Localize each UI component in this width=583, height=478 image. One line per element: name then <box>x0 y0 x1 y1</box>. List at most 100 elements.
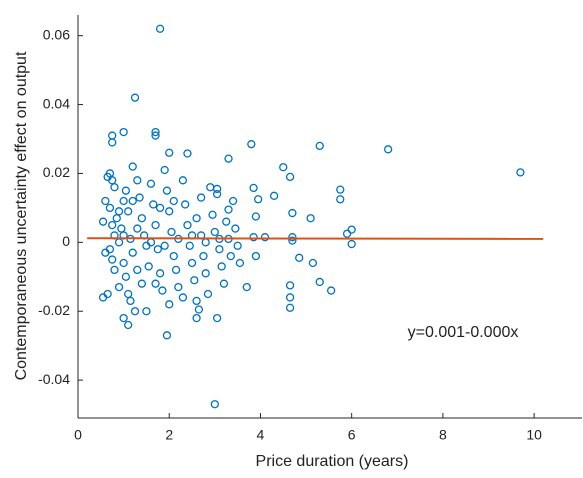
point <box>105 203 115 213</box>
point <box>169 196 178 206</box>
point <box>249 233 258 242</box>
point <box>206 183 215 192</box>
point <box>137 279 147 288</box>
point <box>260 233 270 242</box>
point <box>171 265 181 275</box>
fit-annotation: y=0.001-0.000x <box>408 324 519 341</box>
point <box>133 265 142 275</box>
point <box>142 307 151 316</box>
point <box>108 255 117 264</box>
point <box>285 281 295 290</box>
point <box>121 186 131 195</box>
point <box>151 127 160 137</box>
point <box>110 183 119 192</box>
point <box>295 253 304 262</box>
point <box>226 251 235 261</box>
point <box>119 313 128 323</box>
point <box>108 131 117 140</box>
point <box>194 305 204 314</box>
point <box>151 220 160 230</box>
point <box>210 400 219 409</box>
point <box>112 214 121 223</box>
point <box>190 276 199 285</box>
point <box>121 272 131 281</box>
point <box>124 207 133 216</box>
fit-line <box>87 237 544 240</box>
y-tick-label: 0.02 <box>43 164 70 180</box>
point <box>128 196 137 206</box>
point <box>315 141 324 151</box>
point <box>192 214 201 223</box>
point <box>133 224 142 233</box>
x-axis-label: Price duration (years) <box>256 453 409 470</box>
point <box>110 265 119 275</box>
point <box>192 296 201 306</box>
x-tick-label: 4 <box>257 427 265 443</box>
point <box>169 251 178 261</box>
point <box>242 282 251 292</box>
point <box>288 233 297 242</box>
point <box>101 196 110 206</box>
point <box>153 245 162 254</box>
point <box>160 241 169 250</box>
point <box>165 148 174 157</box>
point <box>347 225 356 234</box>
point <box>247 140 256 149</box>
point <box>128 162 137 171</box>
point <box>103 289 112 299</box>
point <box>285 303 295 312</box>
point <box>251 251 261 261</box>
point <box>174 282 183 292</box>
y-tick-label: -0.04 <box>38 371 70 387</box>
point <box>151 279 160 288</box>
point <box>212 189 222 199</box>
point <box>126 296 135 306</box>
point <box>219 279 229 288</box>
point <box>269 191 279 200</box>
point <box>203 289 213 299</box>
point <box>210 227 219 237</box>
point <box>114 207 124 216</box>
point <box>130 307 140 316</box>
y-tick-label: 0.04 <box>43 95 70 111</box>
point <box>192 313 201 323</box>
point <box>183 149 192 158</box>
x-tick-label: 0 <box>74 427 82 443</box>
x-tick-label: 8 <box>439 427 447 443</box>
point <box>222 217 231 226</box>
point <box>306 214 315 223</box>
point <box>151 131 160 140</box>
point <box>167 227 176 237</box>
point <box>114 282 124 292</box>
point <box>165 300 174 309</box>
point <box>160 165 169 175</box>
point <box>101 248 110 257</box>
point <box>178 293 188 302</box>
point <box>162 186 172 195</box>
point <box>135 193 144 202</box>
point <box>119 127 128 137</box>
point <box>217 262 226 271</box>
point <box>155 203 165 213</box>
point <box>117 224 126 233</box>
point <box>144 262 153 271</box>
point <box>114 238 124 247</box>
point <box>288 208 297 218</box>
point <box>187 258 197 268</box>
point <box>233 241 242 250</box>
x-tick-label: 10 <box>526 427 542 443</box>
point <box>251 212 261 221</box>
x-tick-label: 6 <box>348 427 356 443</box>
y-axis-label: Contemporaneous uncertainty effect on ou… <box>13 51 30 380</box>
point <box>185 241 194 250</box>
point <box>155 269 165 278</box>
point <box>98 217 108 226</box>
point <box>208 210 217 219</box>
point <box>124 320 133 330</box>
point <box>119 196 128 206</box>
point <box>249 183 258 193</box>
point <box>196 193 206 202</box>
point <box>224 154 233 163</box>
y-tick-label: -0.02 <box>38 302 70 318</box>
